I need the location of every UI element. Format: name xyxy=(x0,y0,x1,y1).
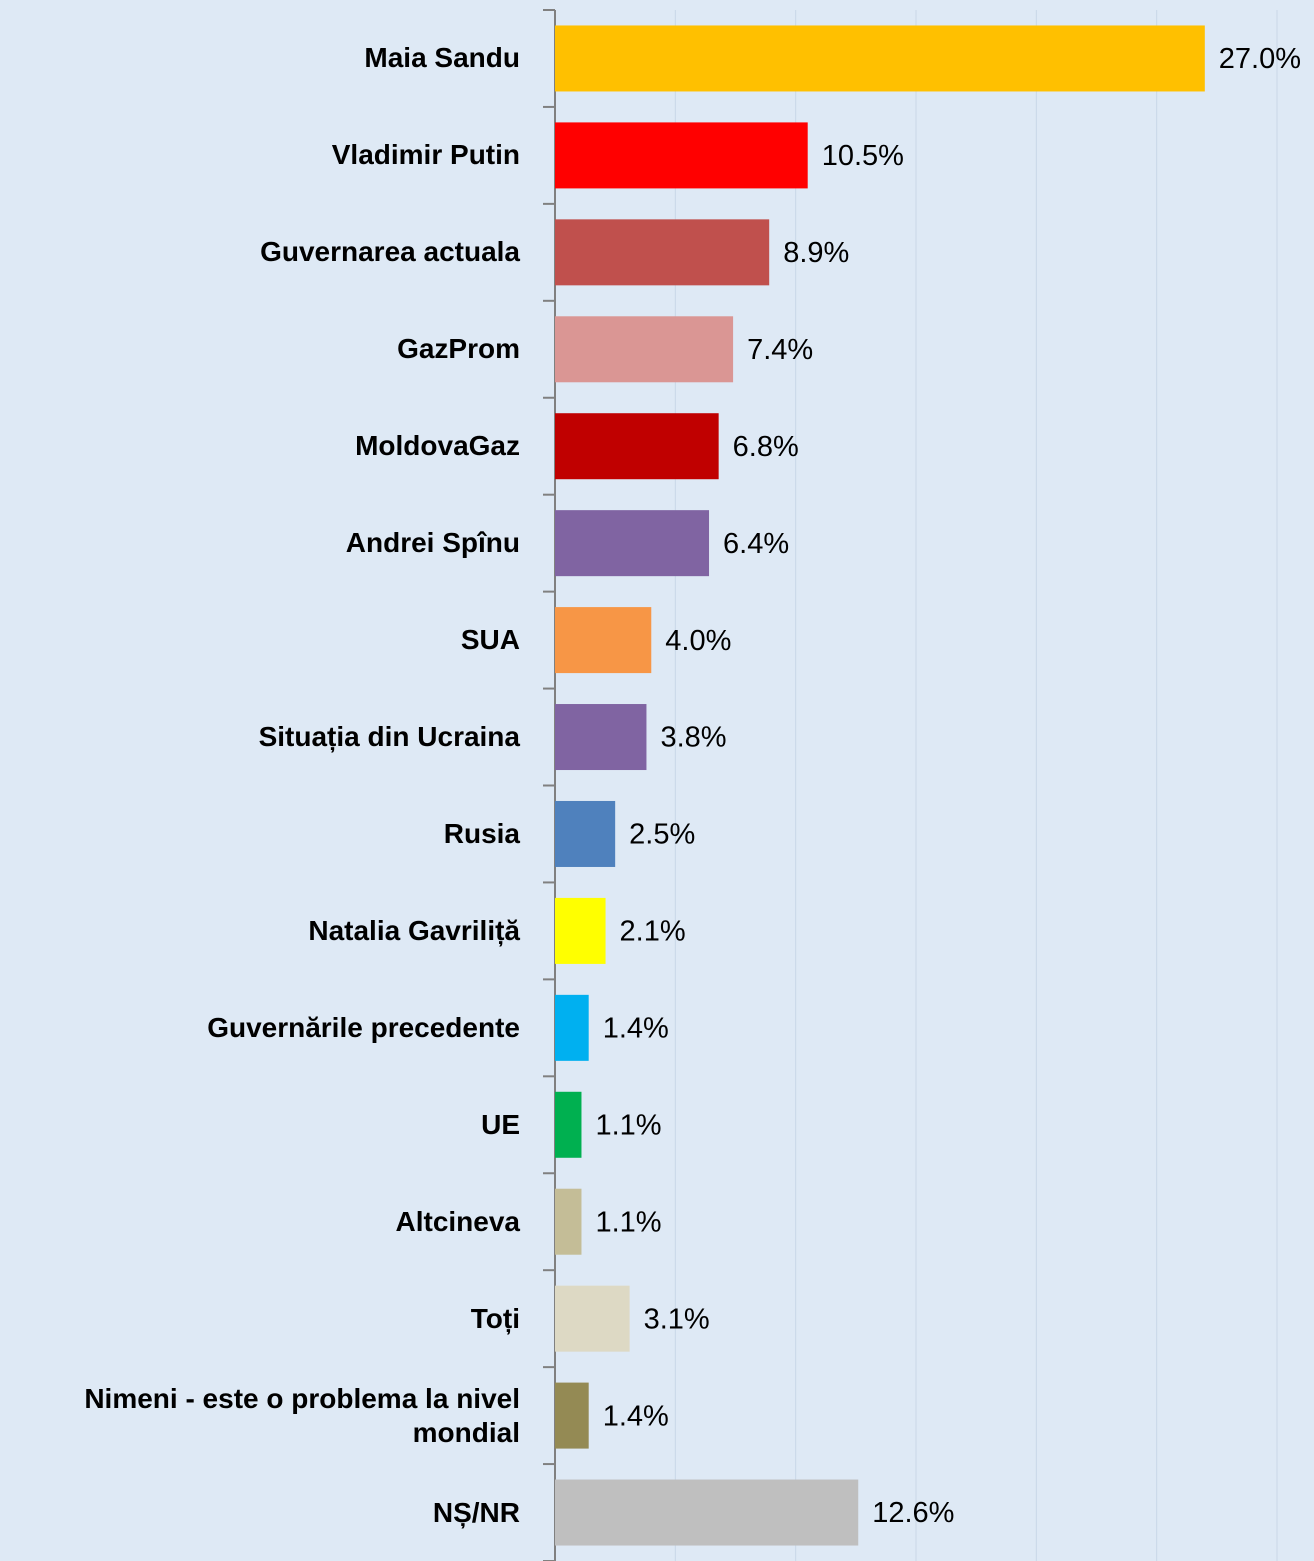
value-label: 3.8% xyxy=(660,722,726,754)
value-label: 8.9% xyxy=(783,237,849,269)
bar xyxy=(555,316,734,383)
bar xyxy=(555,1479,859,1546)
bar xyxy=(555,1382,589,1449)
value-label: 1.1% xyxy=(595,1109,661,1141)
value-label: 6.8% xyxy=(733,431,799,463)
value-label: 1.4% xyxy=(603,1400,669,1432)
category-label: Situația din Ucraina xyxy=(258,721,520,753)
bar xyxy=(555,1285,630,1352)
bar xyxy=(555,994,589,1061)
value-label: 4.0% xyxy=(665,625,731,657)
bar xyxy=(555,25,1205,92)
category-label: UE xyxy=(481,1108,520,1140)
value-label: 7.4% xyxy=(747,334,813,366)
value-label: 12.6% xyxy=(872,1497,954,1529)
value-label: 2.5% xyxy=(629,819,695,851)
category-label: Natalia Gavriliță xyxy=(308,914,520,946)
bar xyxy=(555,413,719,480)
category-label: Altcineva xyxy=(395,1205,521,1237)
bar xyxy=(555,510,710,577)
value-label: 1.4% xyxy=(603,1013,669,1045)
bar xyxy=(555,704,647,771)
bar xyxy=(555,607,652,674)
value-label: 2.1% xyxy=(620,916,686,948)
category-label: GazProm xyxy=(397,333,520,365)
category-label: Guvernarea actuala xyxy=(260,236,520,268)
bar xyxy=(555,897,606,964)
value-label: 1.1% xyxy=(595,1206,661,1238)
category-label: Vladimir Putin xyxy=(331,139,520,171)
category-label: Nimeni - este o problema la nivel mondia… xyxy=(84,1382,520,1448)
value-label: 27.0% xyxy=(1219,43,1301,75)
category-label: Toți xyxy=(470,1302,520,1334)
bar xyxy=(555,800,616,867)
value-label: 6.4% xyxy=(723,528,789,560)
category-label: MoldovaGaz xyxy=(355,430,520,462)
category-label: SUA xyxy=(460,624,520,656)
category-label: Rusia xyxy=(443,817,520,849)
category-label: Andrei Spînu xyxy=(345,527,520,559)
category-label: NȘ/NR xyxy=(432,1496,520,1528)
category-label: Maia Sandu xyxy=(364,42,520,74)
bar xyxy=(555,219,770,286)
category-label: Guvernările precedente xyxy=(207,1011,520,1043)
bar xyxy=(555,1188,582,1255)
value-label: 10.5% xyxy=(822,140,904,172)
bar xyxy=(555,122,808,189)
bar xyxy=(555,1091,582,1158)
value-label: 3.1% xyxy=(644,1303,710,1335)
